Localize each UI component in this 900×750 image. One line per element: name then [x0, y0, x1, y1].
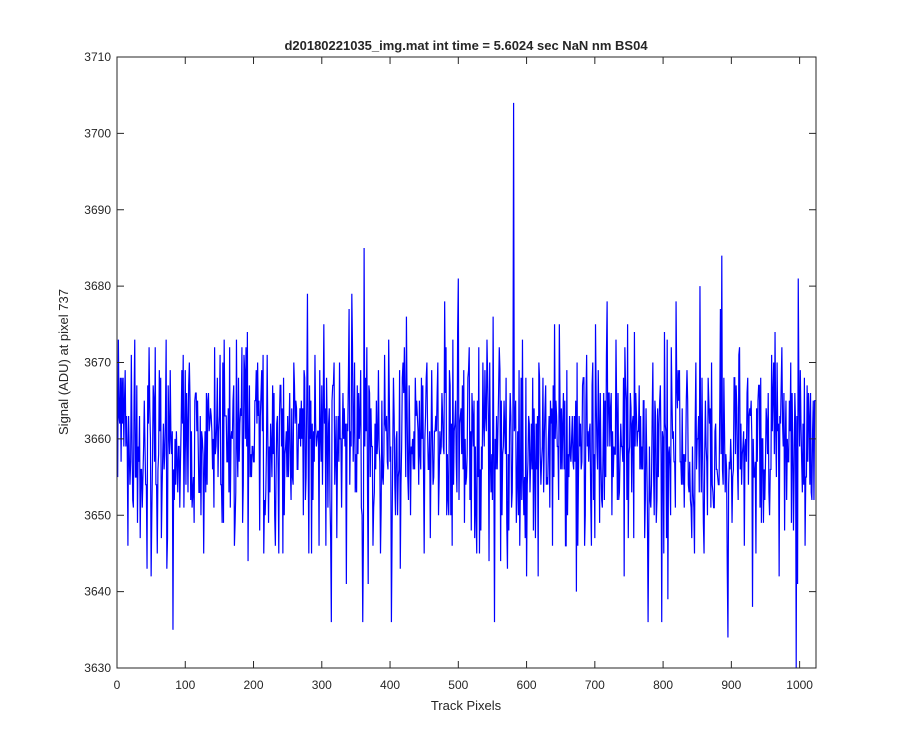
x-tick-label: 0 [114, 678, 121, 692]
y-tick-label: 3710 [84, 50, 111, 64]
plot-area [116, 56, 817, 669]
y-tick-label: 3660 [84, 432, 111, 446]
y-tick-label: 3680 [84, 279, 111, 293]
x-tick-label: 200 [244, 678, 264, 692]
y-axis-label: Signal (ADU) at pixel 737 [56, 289, 71, 435]
y-tick-label: 3640 [84, 585, 111, 599]
y-tick-label: 3650 [84, 508, 111, 522]
x-tick-label: 100 [175, 678, 195, 692]
x-tick-label: 600 [517, 678, 537, 692]
chart-title: d20180221035_img.mat int time = 5.6024 s… [284, 38, 648, 53]
x-axis: 0 100 200 300 400 500 600 700 800 900 1000 [114, 57, 813, 692]
y-tick-label: 3700 [84, 126, 111, 140]
y-tick-label: 3630 [84, 661, 111, 675]
y-tick-label: 3690 [84, 203, 111, 217]
x-tick-label: 800 [653, 678, 673, 692]
x-tick-label: 700 [585, 678, 605, 692]
y-tick-label: 3670 [84, 356, 111, 370]
x-tick-label: 900 [721, 678, 741, 692]
x-axis-label: Track Pixels [431, 698, 502, 713]
y-axis: 3630 3640 3650 3660 3670 3680 3690 3700 3710 [84, 50, 816, 675]
series-layer [117, 102, 816, 669]
x-tick-label: 1000 [786, 678, 813, 692]
signal-series-line [117, 102, 816, 669]
x-tick-label: 500 [448, 678, 468, 692]
x-tick-label: 400 [380, 678, 400, 692]
x-tick-label: 300 [312, 678, 332, 692]
